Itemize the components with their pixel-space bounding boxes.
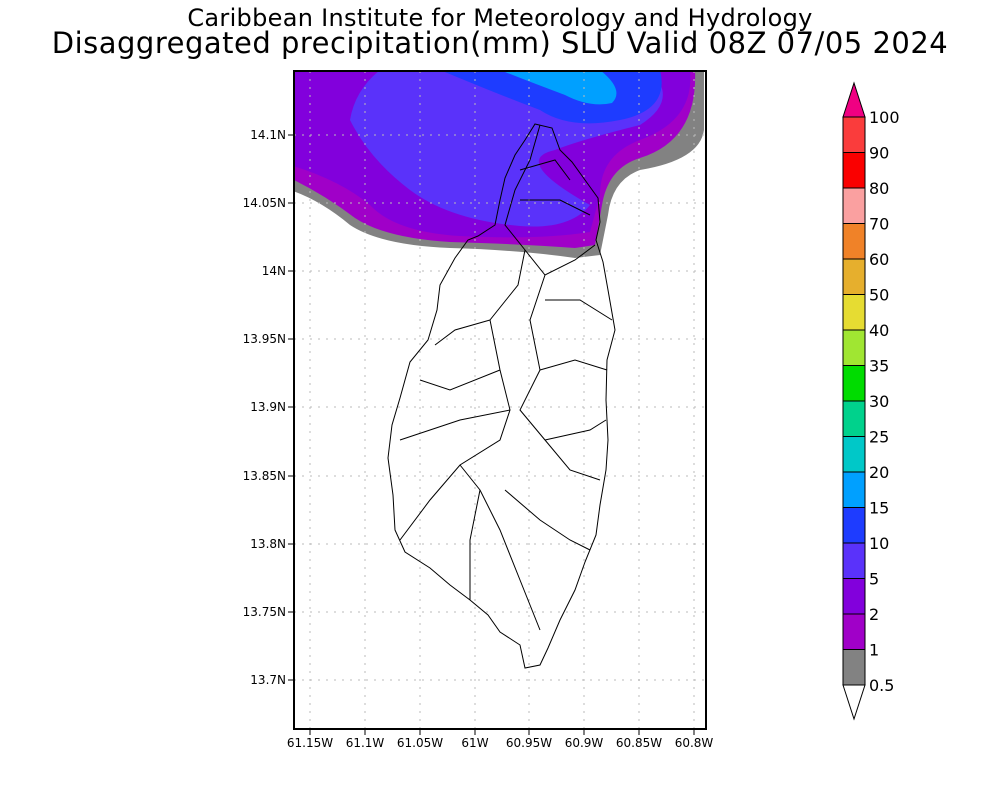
legend-label: 0.5	[869, 676, 894, 695]
legend-swatch	[842, 649, 866, 686]
legend-label: 60	[869, 250, 889, 269]
lon-tick-label: 61.15W	[287, 736, 333, 750]
title-product: Disaggregated precipitation(mm) SLU Vali…	[51, 26, 949, 60]
legend-label: 15	[869, 499, 889, 518]
island-outline	[387, 123, 616, 669]
lon-tick-label: 61.1W	[346, 736, 385, 750]
legend-swatch	[842, 187, 866, 224]
legend-label: 30	[869, 392, 889, 411]
legend-under-arrow	[842, 684, 866, 721]
legend-label: 20	[869, 463, 889, 482]
legend-swatch	[842, 294, 866, 331]
legend-label: 5	[869, 570, 879, 589]
latitude-axis: 14.1N 14.05N 14N 13.95N 13.9N 13.85N 13.8N 13.7…	[243, 128, 294, 687]
lon-tick-label: 61W	[461, 736, 488, 750]
lat-tick-label: 13.7N	[250, 673, 286, 687]
lat-tick-label: 13.75N	[243, 605, 286, 619]
lon-tick-label: 60.95W	[506, 736, 552, 750]
legend-swatch	[842, 507, 866, 544]
legend-swatch	[842, 152, 866, 189]
lon-tick-label: 60.85W	[616, 736, 662, 750]
legend-over-arrow	[842, 81, 866, 118]
legend-label: 2	[869, 605, 879, 624]
title-institute: Caribbean Institute for Meteorology and …	[187, 4, 813, 32]
legend-label: 25	[869, 428, 889, 447]
legend-swatch	[842, 223, 866, 260]
legend-swatch	[842, 578, 866, 615]
legend-swatch	[842, 436, 866, 473]
lat-tick-label: 13.95N	[243, 332, 286, 346]
legend-label: 100	[869, 108, 900, 127]
legend-swatch	[842, 365, 866, 402]
legend-swatch	[842, 542, 866, 579]
precip-fields	[294, 71, 704, 258]
legend-label: 80	[869, 179, 889, 198]
legend-swatch	[842, 613, 866, 650]
legend-label: 90	[869, 144, 889, 163]
lat-tick-label: 13.8N	[250, 537, 286, 551]
legend-label: 35	[869, 357, 889, 376]
legend-label: 70	[869, 215, 889, 234]
lat-tick-label: 14.05N	[243, 196, 286, 210]
legend-swatch	[842, 400, 866, 437]
precip-15-20	[502, 71, 617, 105]
lon-tick-label: 60.8W	[675, 736, 714, 750]
lat-tick-label: 14N	[262, 264, 286, 278]
legend-swatch	[842, 258, 866, 295]
lat-tick-label: 13.85N	[243, 469, 286, 483]
graticule	[294, 71, 706, 729]
legend-label: 40	[869, 321, 889, 340]
legend-swatch	[842, 116, 866, 153]
longitude-axis: 61.15W 61.1W 61.05W 61W 60.95W 60.9W 60.85W 60.…	[287, 729, 714, 750]
lat-tick-label: 14.1N	[250, 128, 286, 142]
legend-swatch	[842, 329, 866, 366]
lon-tick-label: 60.9W	[565, 736, 604, 750]
legend-swatch	[842, 471, 866, 508]
lat-tick-label: 13.9N	[250, 400, 286, 414]
legend-label: 1	[869, 641, 879, 660]
legend-label: 50	[869, 286, 889, 305]
map-frame	[293, 70, 707, 730]
lon-tick-label: 61.05W	[397, 736, 443, 750]
legend-label: 10	[869, 534, 889, 553]
